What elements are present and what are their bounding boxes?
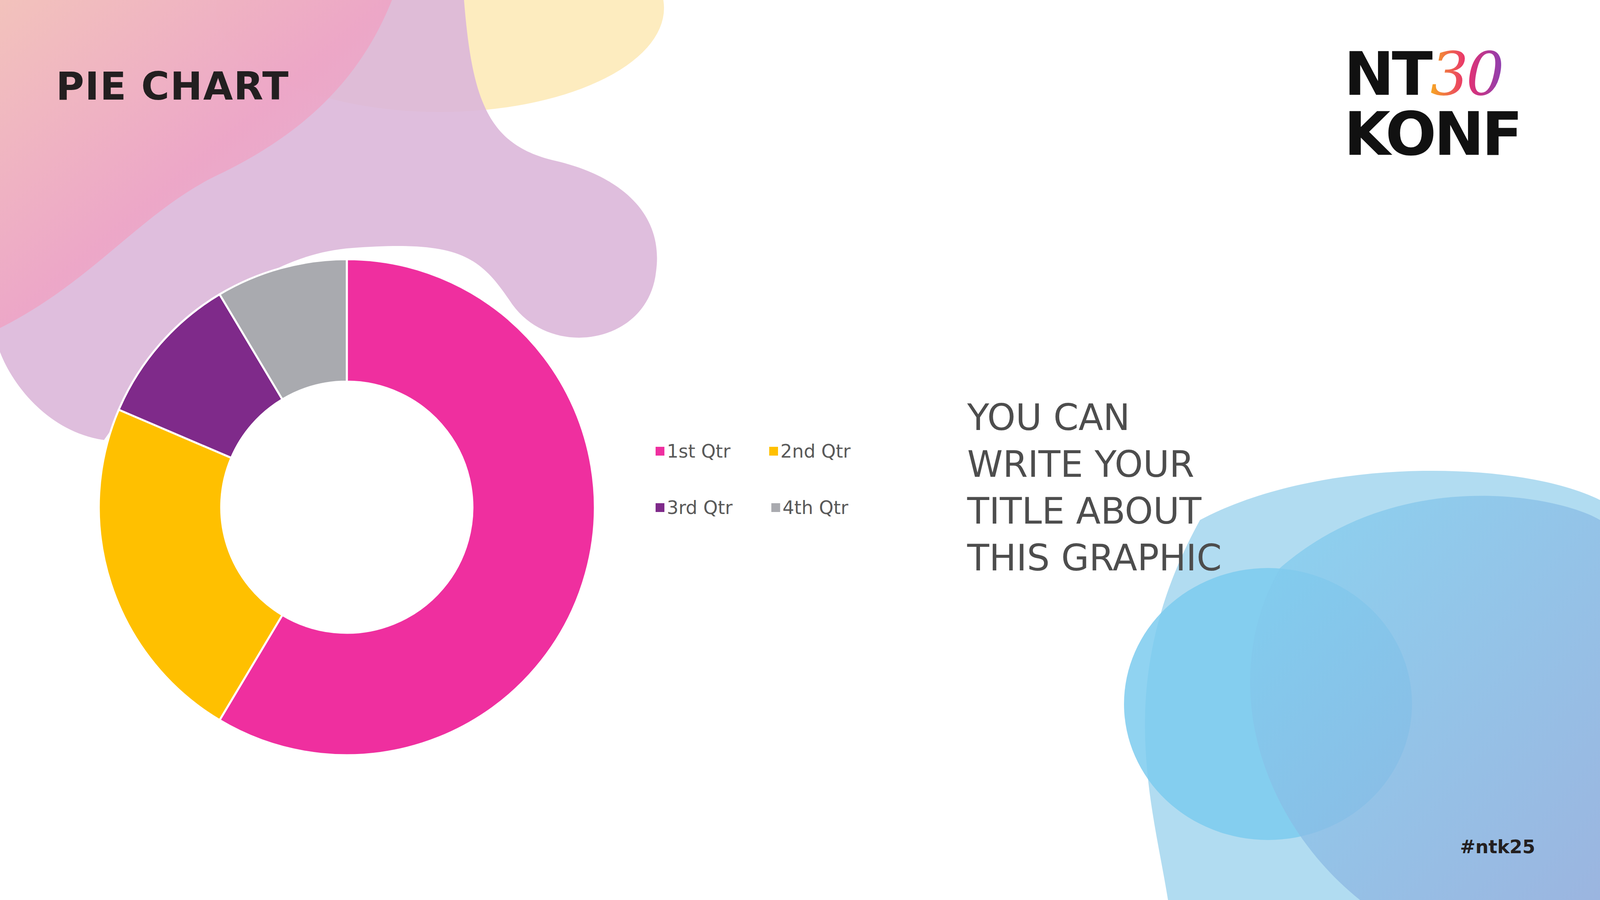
html-text:YOU CAN: YOU CAN xyxy=(967,396,1131,439)
svg-text:2nd Qtr: 2nd Qtr xyxy=(780,440,851,462)
html-text:#ntk25: #ntk25 xyxy=(1460,836,1536,858)
svg-text:1st Qtr: 1st Qtr xyxy=(666,440,731,462)
html-text:PIE CHART: PIE CHART xyxy=(56,64,290,109)
svg-text:3rd Qtr: 3rd Qtr xyxy=(666,496,733,519)
html-text:NT 30: NT 30 xyxy=(1344,39,1502,109)
svg-text:4th Qtr: 4th Qtr xyxy=(782,496,848,519)
html-text:TITLE ABOUT: TITLE ABOUT xyxy=(967,490,1202,532)
html-text:THIS GRAPHIC: THIS GRAPHIC xyxy=(967,536,1222,579)
html-text:WRITE YOUR: WRITE YOUR xyxy=(967,443,1195,486)
html-text:KONF: KONF xyxy=(1344,99,1521,169)
